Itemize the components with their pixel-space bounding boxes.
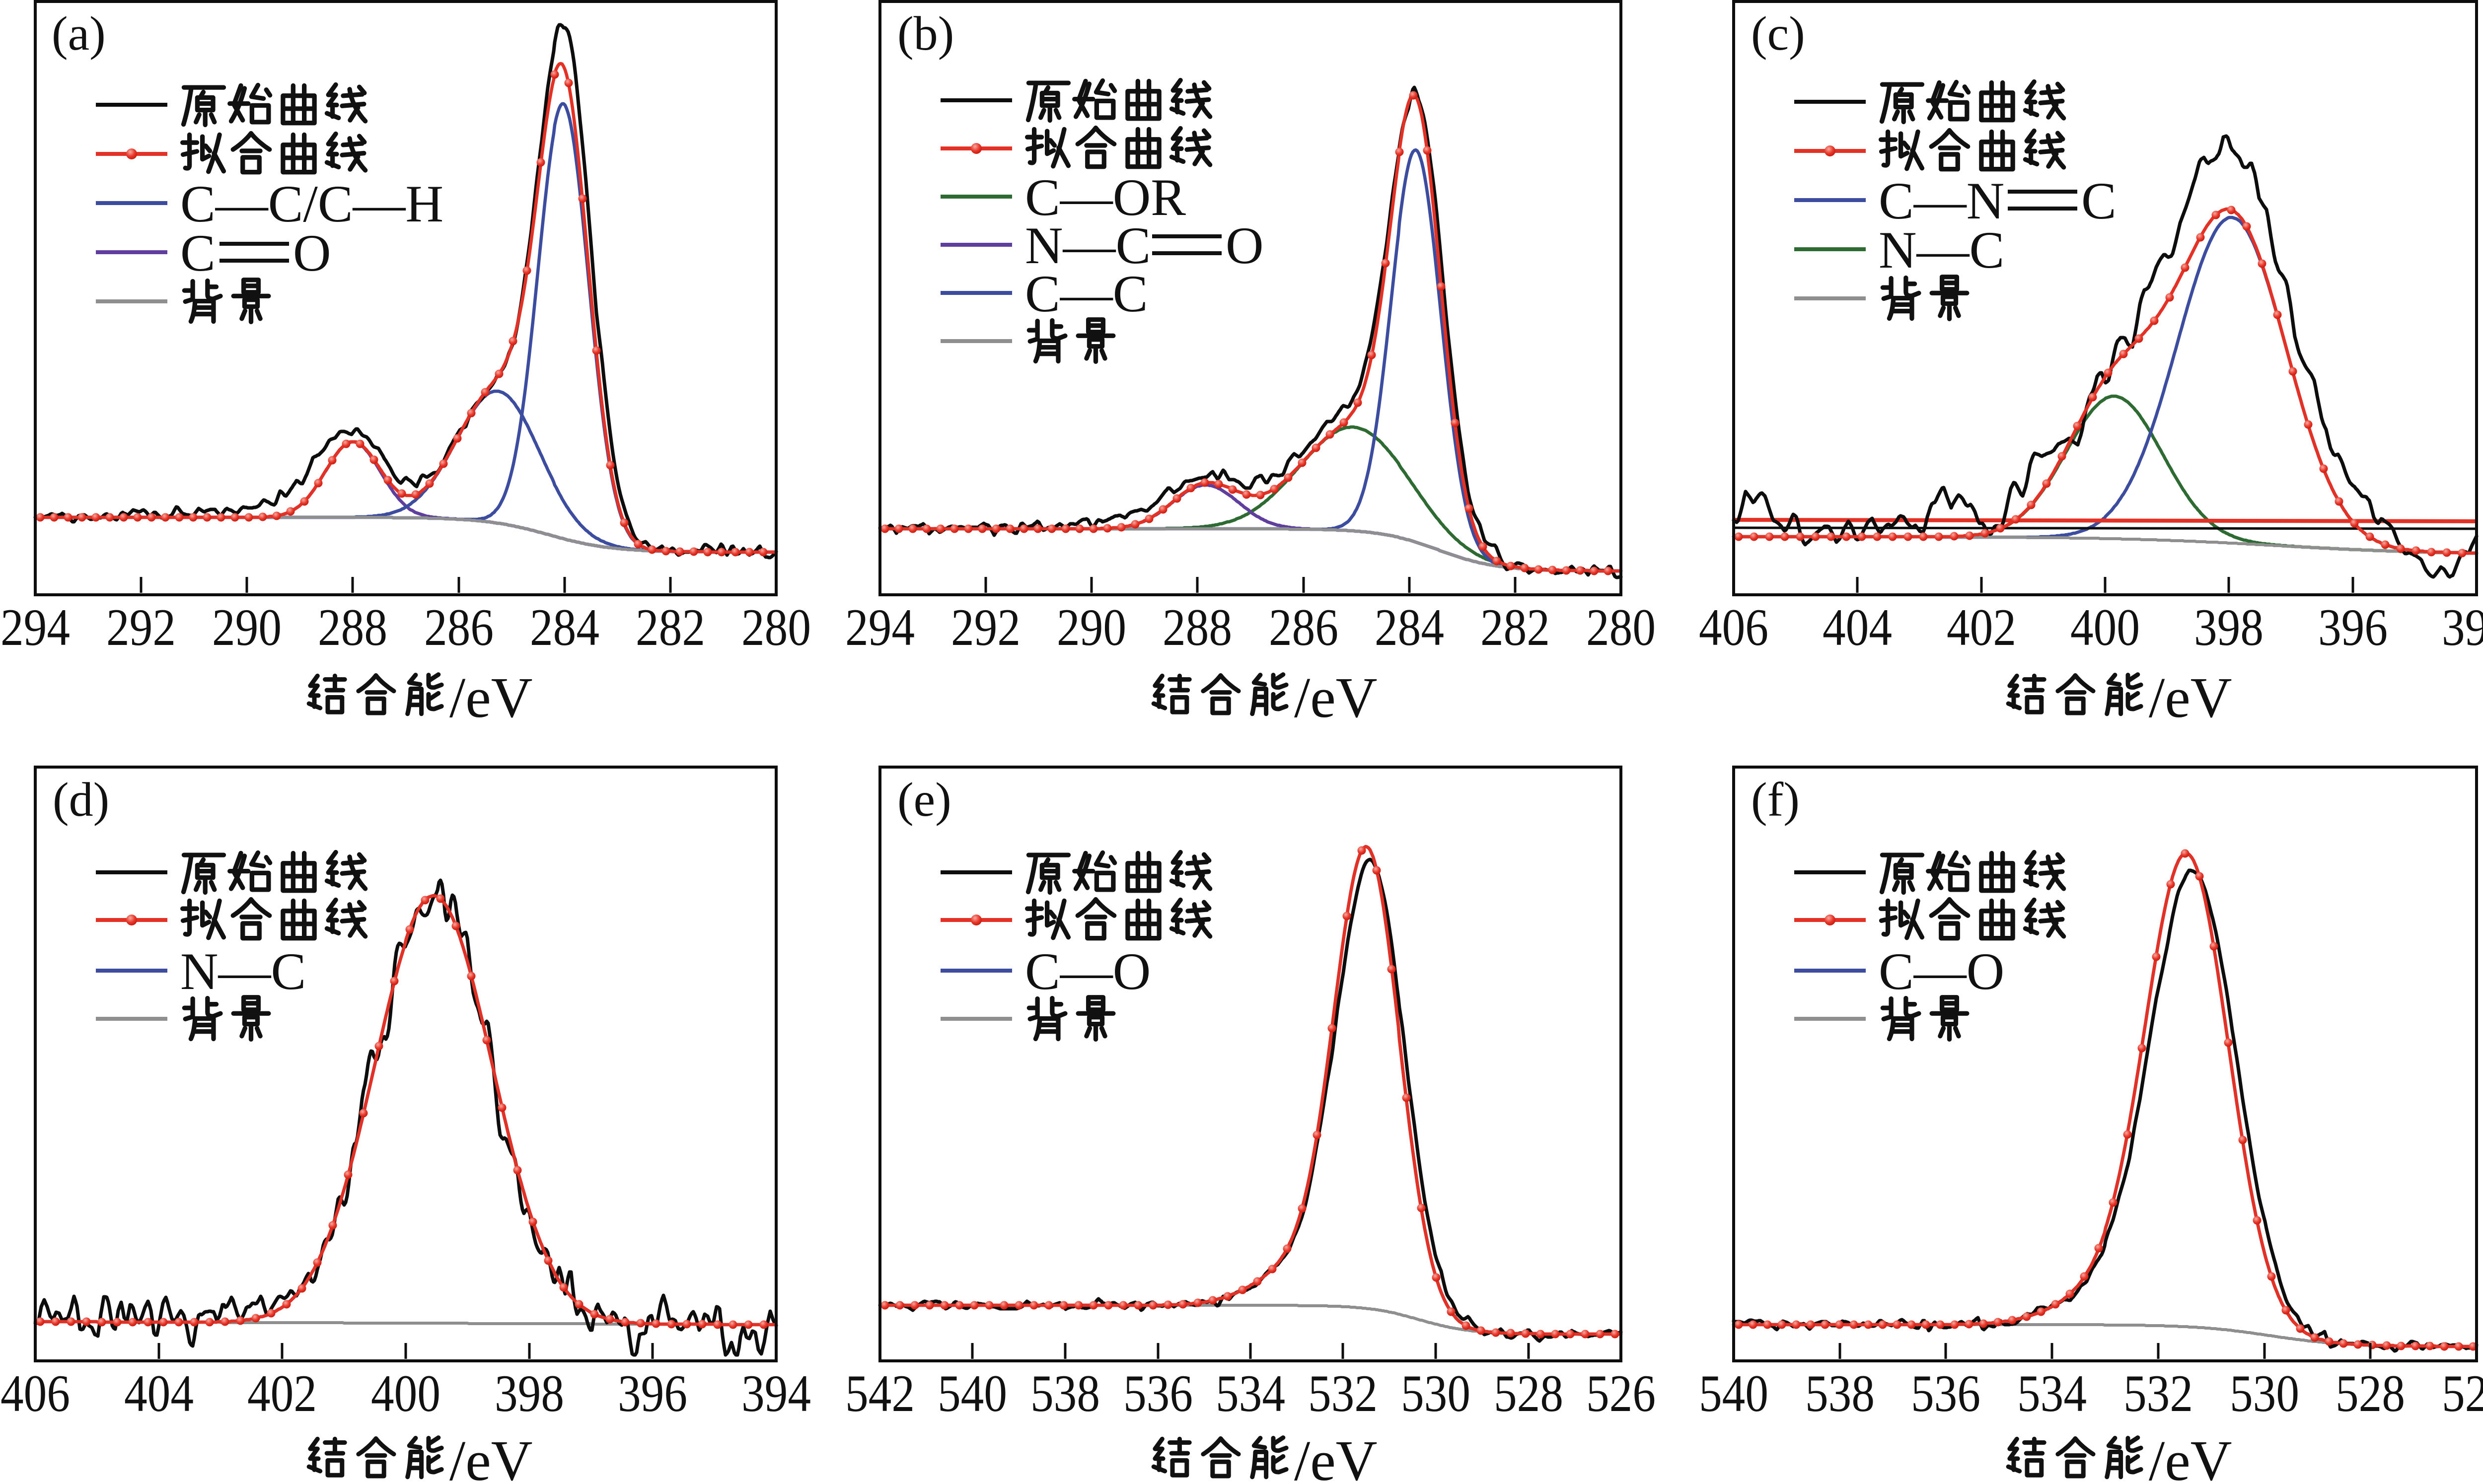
svg-text:280: 280 bbox=[741, 598, 811, 656]
svg-text:406: 406 bbox=[1699, 598, 1768, 656]
svg-text:538: 538 bbox=[1805, 1364, 1875, 1422]
svg-text:536: 536 bbox=[1123, 1364, 1193, 1422]
svg-text:290: 290 bbox=[212, 598, 282, 656]
svg-text:C—O: C—O bbox=[1025, 942, 1151, 1000]
svg-text:292: 292 bbox=[106, 598, 176, 656]
svg-text:N—C: N—C bbox=[1879, 221, 2004, 279]
svg-text:284: 284 bbox=[1375, 598, 1444, 656]
svg-text:/eV: /eV bbox=[2149, 666, 2232, 730]
svg-text:542: 542 bbox=[845, 1364, 915, 1422]
svg-text:(e): (e) bbox=[897, 773, 951, 827]
svg-text:536: 536 bbox=[1911, 1364, 1980, 1422]
svg-text:/eV: /eV bbox=[449, 666, 533, 730]
svg-text:404: 404 bbox=[1823, 598, 1892, 656]
svg-text:286: 286 bbox=[1269, 598, 1338, 656]
svg-text:C—O: C—O bbox=[1879, 942, 2004, 1000]
svg-text:/eV: /eV bbox=[2149, 1429, 2232, 1484]
svg-text:290: 290 bbox=[1057, 598, 1126, 656]
svg-text:(a): (a) bbox=[52, 7, 106, 61]
svg-text:540: 540 bbox=[938, 1364, 1007, 1422]
svg-text:400: 400 bbox=[371, 1364, 440, 1422]
svg-text:402: 402 bbox=[1947, 598, 2016, 656]
svg-text:N—C: N—C bbox=[180, 942, 306, 1000]
svg-text:282: 282 bbox=[636, 598, 705, 656]
svg-text:400: 400 bbox=[2070, 598, 2140, 656]
svg-text:394: 394 bbox=[2442, 598, 2483, 656]
svg-text:292: 292 bbox=[951, 598, 1021, 656]
svg-text:406: 406 bbox=[0, 1364, 70, 1422]
svg-text:532: 532 bbox=[1308, 1364, 1378, 1422]
svg-text:398: 398 bbox=[495, 1364, 564, 1422]
svg-text:282: 282 bbox=[1480, 598, 1550, 656]
svg-text:N—C: N—C bbox=[1025, 216, 1151, 275]
svg-text:528: 528 bbox=[1494, 1364, 1563, 1422]
svg-text:/eV: /eV bbox=[1294, 1429, 1378, 1484]
svg-text:534: 534 bbox=[2017, 1364, 2087, 1422]
svg-text:394: 394 bbox=[741, 1364, 811, 1422]
svg-text:532: 532 bbox=[2123, 1364, 2193, 1422]
svg-text:(f): (f) bbox=[1751, 773, 1800, 827]
svg-text:C: C bbox=[2081, 172, 2117, 230]
svg-text:C—OR: C—OR bbox=[1025, 168, 1186, 226]
svg-text:398: 398 bbox=[2194, 598, 2264, 656]
svg-text:O: O bbox=[1226, 216, 1264, 275]
svg-text:528: 528 bbox=[2336, 1364, 2405, 1422]
svg-text:540: 540 bbox=[1699, 1364, 1768, 1422]
svg-text:288: 288 bbox=[318, 598, 387, 656]
svg-text:530: 530 bbox=[2230, 1364, 2299, 1422]
svg-text:526: 526 bbox=[2442, 1364, 2483, 1422]
svg-text:288: 288 bbox=[1163, 598, 1232, 656]
svg-text:C—C: C—C bbox=[1025, 265, 1148, 323]
svg-text:402: 402 bbox=[247, 1364, 317, 1422]
svg-text:(c): (c) bbox=[1751, 7, 1805, 61]
svg-text:/eV: /eV bbox=[1294, 666, 1378, 730]
svg-text:C—C/C—H: C—C/C—H bbox=[180, 175, 443, 233]
svg-text:286: 286 bbox=[424, 598, 494, 656]
svg-text:538: 538 bbox=[1030, 1364, 1100, 1422]
svg-text:396: 396 bbox=[2318, 598, 2388, 656]
svg-text:526: 526 bbox=[1586, 1364, 1656, 1422]
svg-text:O: O bbox=[293, 224, 331, 282]
svg-text:C: C bbox=[180, 224, 216, 282]
svg-text:/eV: /eV bbox=[449, 1429, 533, 1484]
svg-text:294: 294 bbox=[0, 598, 70, 656]
svg-text:284: 284 bbox=[530, 598, 599, 656]
svg-text:396: 396 bbox=[618, 1364, 687, 1422]
svg-text:(d): (d) bbox=[53, 773, 109, 827]
svg-text:C—N: C—N bbox=[1879, 172, 2004, 230]
svg-text:404: 404 bbox=[124, 1364, 194, 1422]
svg-text:294: 294 bbox=[845, 598, 915, 656]
svg-text:534: 534 bbox=[1216, 1364, 1285, 1422]
svg-text:530: 530 bbox=[1401, 1364, 1470, 1422]
svg-text:280: 280 bbox=[1586, 598, 1656, 656]
svg-text:(b): (b) bbox=[897, 7, 954, 61]
